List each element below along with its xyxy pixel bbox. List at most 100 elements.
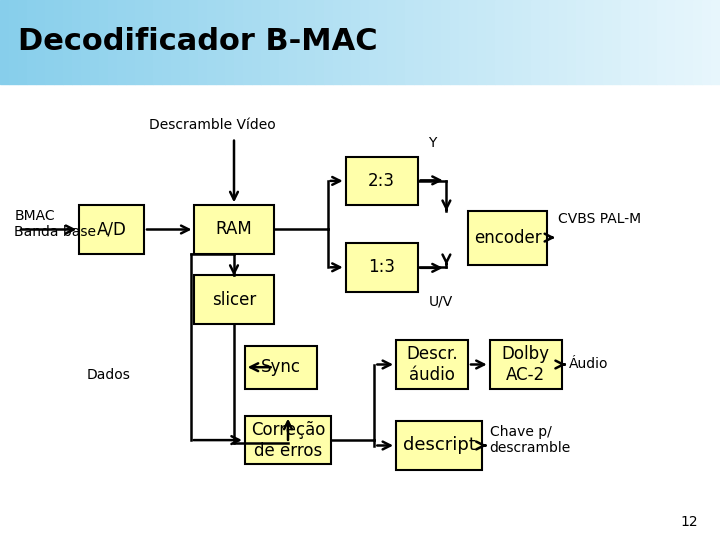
Bar bbox=[36, 0, 45, 84]
Bar bbox=[279, 0, 288, 84]
Bar bbox=[540, 0, 549, 84]
Bar bbox=[288, 0, 297, 84]
FancyBboxPatch shape bbox=[194, 205, 274, 254]
Bar bbox=[90, 0, 99, 84]
Bar bbox=[684, 0, 693, 84]
Text: encoder: encoder bbox=[474, 228, 541, 247]
Bar bbox=[351, 0, 360, 84]
Bar bbox=[585, 0, 594, 84]
Bar bbox=[693, 0, 702, 84]
FancyBboxPatch shape bbox=[79, 205, 144, 254]
Bar bbox=[369, 0, 378, 84]
Text: Dados: Dados bbox=[86, 368, 130, 382]
Bar bbox=[243, 0, 252, 84]
Bar bbox=[648, 0, 657, 84]
Bar bbox=[405, 0, 414, 84]
Bar bbox=[468, 0, 477, 84]
Bar bbox=[495, 0, 504, 84]
Bar bbox=[117, 0, 126, 84]
Bar bbox=[549, 0, 558, 84]
Bar bbox=[630, 0, 639, 84]
Bar bbox=[27, 0, 36, 84]
Bar bbox=[450, 0, 459, 84]
Bar bbox=[666, 0, 675, 84]
Bar bbox=[135, 0, 144, 84]
Bar bbox=[0, 0, 9, 84]
Bar bbox=[126, 0, 135, 84]
Bar bbox=[18, 0, 27, 84]
Bar bbox=[324, 0, 333, 84]
Bar bbox=[459, 0, 468, 84]
Bar bbox=[378, 0, 387, 84]
Bar bbox=[522, 0, 531, 84]
FancyBboxPatch shape bbox=[396, 421, 482, 470]
FancyBboxPatch shape bbox=[346, 157, 418, 205]
FancyBboxPatch shape bbox=[245, 346, 317, 389]
Bar bbox=[333, 0, 342, 84]
Bar bbox=[387, 0, 396, 84]
Text: Decodificador B-MAC: Decodificador B-MAC bbox=[18, 28, 377, 56]
Text: BMAC
Banda base: BMAC Banda base bbox=[14, 209, 96, 239]
Bar bbox=[396, 0, 405, 84]
Bar bbox=[432, 0, 441, 84]
Bar bbox=[9, 0, 18, 84]
Bar bbox=[63, 0, 72, 84]
Text: Y: Y bbox=[428, 136, 437, 150]
Bar bbox=[207, 0, 216, 84]
Bar bbox=[423, 0, 432, 84]
Bar bbox=[171, 0, 180, 84]
Bar bbox=[414, 0, 423, 84]
Bar bbox=[576, 0, 585, 84]
FancyBboxPatch shape bbox=[245, 416, 331, 464]
Bar bbox=[45, 0, 54, 84]
Bar bbox=[99, 0, 108, 84]
Text: CVBS PAL-M: CVBS PAL-M bbox=[558, 212, 641, 226]
Bar bbox=[513, 0, 522, 84]
Bar bbox=[702, 0, 711, 84]
Text: 2:3: 2:3 bbox=[368, 172, 395, 190]
FancyBboxPatch shape bbox=[194, 275, 274, 324]
Bar bbox=[342, 0, 351, 84]
Bar bbox=[234, 0, 243, 84]
Bar bbox=[486, 0, 495, 84]
Text: Áudio: Áudio bbox=[569, 357, 608, 372]
Bar bbox=[180, 0, 189, 84]
Bar bbox=[621, 0, 630, 84]
Bar bbox=[144, 0, 153, 84]
Text: Correção
de erros: Correção de erros bbox=[251, 421, 325, 460]
Text: A/D: A/D bbox=[96, 220, 127, 239]
Bar bbox=[225, 0, 234, 84]
Bar bbox=[675, 0, 684, 84]
Bar bbox=[72, 0, 81, 84]
Bar bbox=[441, 0, 450, 84]
Text: U/V: U/V bbox=[428, 294, 453, 308]
Bar bbox=[261, 0, 270, 84]
Bar bbox=[189, 0, 198, 84]
Bar bbox=[477, 0, 486, 84]
Bar bbox=[306, 0, 315, 84]
Bar bbox=[531, 0, 540, 84]
Text: 12: 12 bbox=[681, 515, 698, 529]
Bar bbox=[270, 0, 279, 84]
Bar bbox=[558, 0, 567, 84]
Bar bbox=[198, 0, 207, 84]
Bar bbox=[594, 0, 603, 84]
FancyBboxPatch shape bbox=[396, 340, 468, 389]
Text: Dolby
AC-2: Dolby AC-2 bbox=[502, 345, 549, 384]
Bar bbox=[504, 0, 513, 84]
Text: Chave p/
descramble: Chave p/ descramble bbox=[490, 425, 571, 455]
Bar bbox=[216, 0, 225, 84]
Bar bbox=[612, 0, 621, 84]
FancyBboxPatch shape bbox=[346, 243, 418, 292]
Bar bbox=[711, 0, 720, 84]
Text: 1:3: 1:3 bbox=[368, 258, 395, 276]
Text: descript: descript bbox=[402, 436, 476, 455]
Bar bbox=[639, 0, 648, 84]
Bar bbox=[315, 0, 324, 84]
Bar bbox=[603, 0, 612, 84]
Text: Descramble Vídeo: Descramble Vídeo bbox=[149, 118, 276, 132]
FancyBboxPatch shape bbox=[490, 340, 562, 389]
Text: slicer: slicer bbox=[212, 291, 256, 309]
Bar bbox=[297, 0, 306, 84]
Bar bbox=[153, 0, 162, 84]
